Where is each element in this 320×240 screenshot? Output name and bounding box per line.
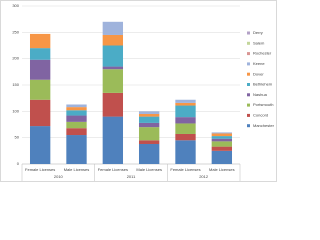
bar-segment bbox=[29, 59, 51, 80]
bar-segment bbox=[211, 136, 233, 139]
legend-label: Derry bbox=[253, 30, 263, 35]
legend-label: Concord bbox=[253, 112, 268, 117]
legend-label: Bethlehem bbox=[253, 82, 273, 87]
page: 0 50 100 150 200 250 300 Female Licenses Male Li… bbox=[0, 0, 277, 182]
group-label: 2011 bbox=[127, 174, 136, 179]
x-tick-label: Male Licenses bbox=[136, 167, 162, 172]
bar-segment bbox=[175, 117, 196, 124]
legend-label: Salem bbox=[253, 40, 265, 45]
bar-segment bbox=[29, 33, 51, 49]
bar-segment bbox=[211, 132, 233, 134]
group-label: 2010 bbox=[54, 174, 64, 179]
bar-segment bbox=[138, 143, 160, 164]
bar-segment bbox=[138, 140, 160, 144]
bar-segment bbox=[102, 66, 124, 70]
bar-segment bbox=[29, 48, 51, 60]
bar-segment bbox=[66, 128, 87, 136]
bar-segment bbox=[29, 79, 51, 100]
bar-segment bbox=[175, 123, 196, 134]
bar-segment bbox=[175, 102, 196, 106]
bar-segment bbox=[102, 34, 124, 46]
legend-swatch bbox=[247, 103, 250, 107]
bar-segment bbox=[138, 127, 160, 141]
bar-segment bbox=[138, 111, 160, 114]
x-tick-label: Male Licenses bbox=[209, 167, 235, 172]
bar-segment bbox=[66, 135, 87, 164]
bar-segment bbox=[66, 115, 87, 122]
bar-segment bbox=[211, 138, 233, 142]
bar-segment bbox=[66, 121, 87, 129]
y-tick-label: 150 bbox=[12, 82, 19, 87]
bar-segment bbox=[102, 92, 124, 117]
bar-segment bbox=[175, 140, 196, 164]
legend-label: Manchester bbox=[253, 123, 275, 128]
bar-segment bbox=[102, 45, 124, 67]
legend-label: Rochester bbox=[253, 51, 272, 56]
x-tick-label: Female Licenses bbox=[25, 167, 55, 172]
legend-label: Nashua bbox=[253, 92, 268, 97]
y-tick-label: 250 bbox=[12, 29, 19, 34]
bar-segment bbox=[138, 116, 160, 123]
bar-segment bbox=[211, 141, 233, 147]
x-tick-label: Female Licenses bbox=[98, 167, 128, 172]
bar-segment bbox=[138, 122, 160, 128]
y-tick-label: 200 bbox=[12, 56, 19, 61]
legend-swatch bbox=[247, 62, 250, 66]
legend-swatch bbox=[247, 113, 250, 117]
legend-swatch bbox=[247, 124, 250, 128]
legend-label: Keene bbox=[253, 61, 265, 66]
bar-segment bbox=[66, 104, 87, 108]
bar-segment bbox=[102, 116, 124, 164]
bar-segment bbox=[211, 146, 233, 151]
bar-segment bbox=[211, 133, 233, 137]
legend-swatch bbox=[247, 93, 250, 97]
bar-segment bbox=[66, 110, 87, 116]
bar-segment bbox=[211, 150, 233, 164]
y-tick-label: 100 bbox=[12, 108, 19, 113]
x-tick-label: Female Licenses bbox=[170, 167, 200, 172]
chart: 0 50 100 150 200 250 300 Female Licenses Male Li… bbox=[0, 0, 277, 182]
legend-swatch bbox=[247, 72, 250, 76]
bar-segment bbox=[66, 107, 87, 111]
y-tick-label: 0 bbox=[17, 161, 20, 166]
bar-segment bbox=[175, 105, 196, 118]
legend-swatch bbox=[247, 31, 250, 35]
bar-segment bbox=[175, 133, 196, 141]
group-label: 2012 bbox=[199, 174, 209, 179]
legend-swatch bbox=[247, 52, 250, 56]
y-tick-label: 50 bbox=[15, 135, 20, 140]
legend-label: Dover bbox=[253, 71, 264, 76]
legend-swatch bbox=[247, 41, 250, 45]
y-tick-label: 300 bbox=[12, 3, 19, 8]
bar-segment bbox=[138, 113, 160, 117]
bar-segment bbox=[102, 69, 124, 93]
bar-segment bbox=[175, 99, 196, 103]
bar-segment bbox=[102, 21, 124, 35]
legend-label: Portsmouth bbox=[253, 102, 273, 107]
bar-segment bbox=[29, 99, 51, 127]
legend-swatch bbox=[247, 83, 250, 86]
x-tick-label: Male Licenses bbox=[64, 167, 90, 172]
bar-segment bbox=[29, 126, 51, 164]
